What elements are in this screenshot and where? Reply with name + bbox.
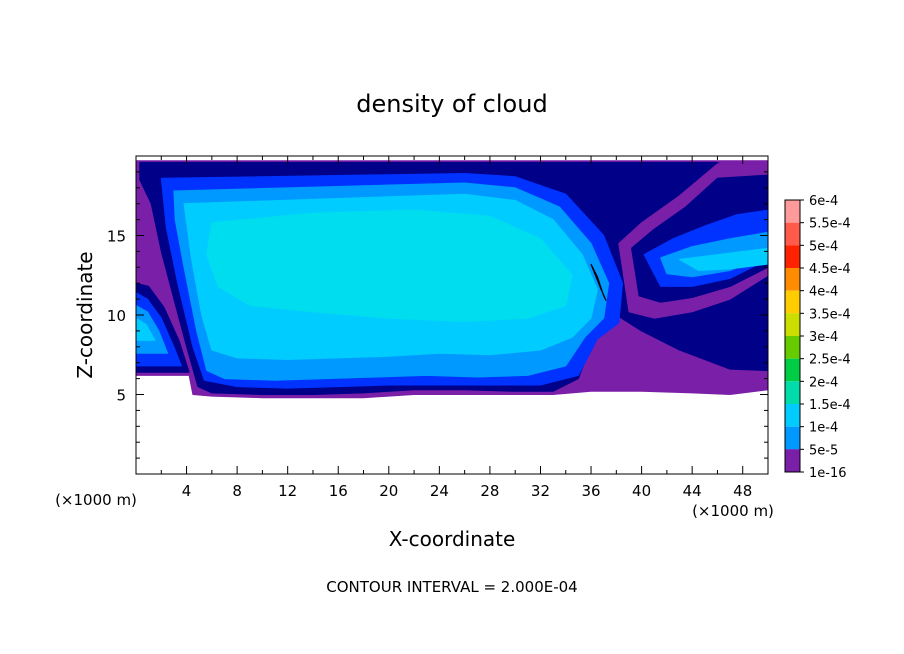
x-tick-label: 40 <box>632 482 651 500</box>
x-tick-label: 12 <box>278 482 297 500</box>
legend-label: 4.5e-4 <box>809 262 851 277</box>
legend-swatch <box>785 200 800 223</box>
density-band-right-lobe-cyan <box>679 247 768 271</box>
legend-label: 5e-5 <box>809 443 838 458</box>
x-tick-label: 28 <box>480 482 499 500</box>
y-tick-label: 5 <box>116 387 126 405</box>
legend-swatch <box>785 358 800 382</box>
x-unit-right: (×1000 m) <box>692 502 774 520</box>
chart-title: density of cloud <box>356 90 547 118</box>
color-legend: 6e-4 5.5e-4 5e-4 4.5e-4 4e-4 3.5e-4 3e-4 2.5e-4… <box>784 194 851 481</box>
legend-swatch <box>785 313 800 336</box>
legend-label: 1e-4 <box>809 421 838 436</box>
legend-label: 5.5e-4 <box>809 217 851 232</box>
contour-interval-note: CONTOUR INTERVAL = 2.000E-04 <box>326 578 577 596</box>
legend-label: 2e-4 <box>809 375 838 390</box>
x-unit-left: (×1000 m) <box>55 491 137 509</box>
y-axis: 5 10 15 <box>107 171 768 459</box>
density-band-left-lobe-lightblue <box>136 305 169 354</box>
y-axis-label: Z-coordinate <box>73 251 97 378</box>
y-tick-label: 15 <box>107 228 126 246</box>
x-tick-label: 16 <box>329 482 348 500</box>
legend-label: 4e-4 <box>809 285 838 300</box>
x-tick-label: 8 <box>232 482 242 500</box>
legend-label: 1.5e-4 <box>809 398 851 413</box>
legend-swatch-bottom <box>785 449 800 472</box>
legend-swatch <box>785 404 800 427</box>
x-tick-label: 32 <box>531 482 550 500</box>
density-band-left-lobe-cyan <box>136 317 156 341</box>
legend-swatch <box>785 222 800 246</box>
legend-swatch <box>785 336 800 359</box>
legend-swatch <box>785 381 800 404</box>
legend-label: 3e-4 <box>809 330 838 345</box>
legend-swatch <box>785 290 800 314</box>
legend-label: 3.5e-4 <box>809 307 851 322</box>
density-band-cyan-core <box>206 209 573 322</box>
x-tick-label: 24 <box>430 482 449 500</box>
legend-swatch <box>785 268 800 291</box>
legend-label: 6e-4 <box>809 194 838 209</box>
x-tick-label: 44 <box>683 482 702 500</box>
plot-area <box>136 160 768 399</box>
y-tick-label: 10 <box>107 307 126 325</box>
legend-label: 1e-16 <box>809 466 847 481</box>
x-tick-label: 48 <box>733 482 752 500</box>
x-tick-label: 36 <box>581 482 600 500</box>
legend-swatch <box>785 426 800 450</box>
x-axis: 4 8 12 16 20 24 28 32 36 40 44 48 <box>160 156 752 500</box>
thin-contour <box>590 263 607 301</box>
x-tick-label: 20 <box>379 482 398 500</box>
legend-swatch <box>785 245 800 268</box>
legend-label: 2.5e-4 <box>809 353 851 368</box>
legend-label: 5e-4 <box>809 239 838 254</box>
x-tick-label: 4 <box>182 482 192 500</box>
x-axis-label: X-coordinate <box>389 527 516 551</box>
